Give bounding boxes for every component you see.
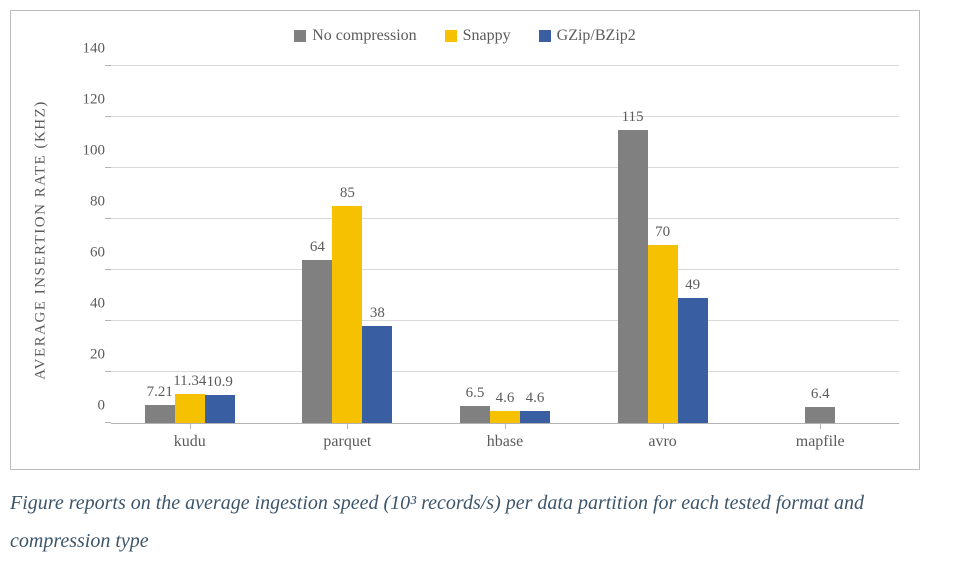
bar: 11.34: [175, 394, 205, 423]
bar: 85: [332, 206, 362, 423]
x-tick: [347, 423, 348, 429]
bar: 70: [648, 245, 678, 424]
x-tick: [820, 423, 821, 429]
y-tick-label: 40: [71, 296, 105, 313]
bar-value-label: 6.4: [811, 386, 830, 403]
bar: 49: [678, 298, 708, 423]
category-label: kudu: [174, 433, 206, 451]
chart: No compression Snappy GZip/BZip2 AVERAGE…: [10, 10, 920, 470]
legend-item: GZip/BZip2: [539, 27, 636, 45]
legend-label: No compression: [312, 27, 416, 45]
bar: 64: [302, 260, 332, 423]
y-tick-label: 120: [71, 92, 105, 109]
figure-caption: Figure reports on the average ingestion …: [10, 484, 920, 560]
legend-label: GZip/BZip2: [557, 27, 636, 45]
y-tick-label: 80: [71, 194, 105, 211]
category-group: mapfile6.4: [741, 66, 899, 423]
legend-item: No compression: [294, 27, 416, 45]
legend: No compression Snappy GZip/BZip2: [11, 11, 919, 61]
bar-value-label: 10.9: [207, 374, 233, 391]
category-label: hbase: [487, 433, 523, 451]
bar-value-label: 7.21: [147, 384, 173, 401]
legend-item: Snappy: [445, 27, 511, 45]
bar: 6.5: [460, 406, 490, 423]
y-tick-label: 20: [71, 347, 105, 364]
x-tick: [190, 423, 191, 429]
category-label: parquet: [323, 433, 371, 451]
bar-value-label: 85: [340, 185, 355, 202]
plot-area: 020406080100120140kudu7.2111.3410.9parqu…: [111, 66, 899, 424]
legend-swatch: [539, 30, 551, 42]
y-tick-label: 140: [71, 41, 105, 58]
legend-swatch: [294, 30, 306, 42]
bar: 7.21: [145, 405, 175, 423]
bars: 6.4: [741, 66, 899, 423]
bar: 4.6: [520, 411, 550, 423]
bar-value-label: 4.6: [526, 390, 545, 407]
bar: 4.6: [490, 411, 520, 423]
category-label: mapfile: [796, 433, 845, 451]
bar: 115: [618, 130, 648, 423]
y-axis-title: AVERAGE INSERTION RATE (KHZ): [33, 100, 50, 380]
figure: No compression Snappy GZip/BZip2 AVERAGE…: [10, 10, 946, 560]
bars: 1157049: [584, 66, 742, 423]
x-tick: [663, 423, 664, 429]
bars: 7.2111.3410.9: [111, 66, 269, 423]
y-tick-label: 60: [71, 245, 105, 262]
bar-value-label: 11.34: [173, 373, 206, 390]
bar-value-label: 64: [310, 239, 325, 256]
category-group: parquet648538: [269, 66, 427, 423]
bar: 6.4: [805, 407, 835, 423]
legend-swatch: [445, 30, 457, 42]
bar-value-label: 115: [622, 109, 644, 126]
bar-value-label: 6.5: [466, 385, 485, 402]
y-tick-label: 100: [71, 143, 105, 160]
legend-label: Snappy: [463, 27, 511, 45]
bar-value-label: 38: [370, 305, 385, 322]
bar: 10.9: [205, 395, 235, 423]
y-tick-label: 0: [71, 398, 105, 415]
bar-value-label: 49: [685, 277, 700, 294]
category-group: avro1157049: [584, 66, 742, 423]
category-label: avro: [648, 433, 676, 451]
bars: 6.54.64.6: [426, 66, 584, 423]
bar-value-label: 70: [655, 224, 670, 241]
category-group: hbase6.54.64.6: [426, 66, 584, 423]
category-group: kudu7.2111.3410.9: [111, 66, 269, 423]
bar-value-label: 4.6: [496, 390, 515, 407]
x-tick: [505, 423, 506, 429]
bar: 38: [362, 326, 392, 423]
bars: 648538: [269, 66, 427, 423]
